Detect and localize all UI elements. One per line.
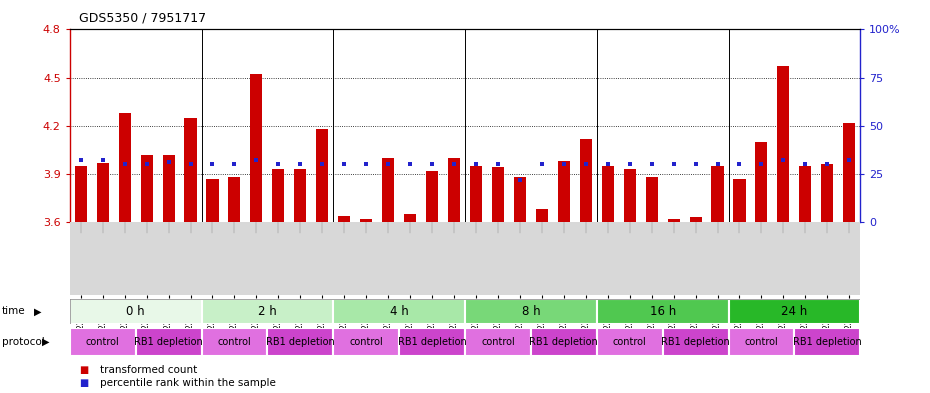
- Text: ■: ■: [79, 378, 88, 388]
- Bar: [382, 158, 394, 222]
- Bar: [624, 169, 636, 222]
- Bar: [184, 118, 196, 222]
- Bar: [136, 328, 202, 356]
- Bar: [70, 328, 136, 356]
- Text: control: control: [218, 337, 251, 347]
- Bar: [597, 328, 662, 356]
- Bar: [558, 161, 570, 222]
- Bar: [821, 164, 833, 222]
- Text: RB1 depletion: RB1 depletion: [134, 337, 203, 347]
- Bar: [514, 177, 526, 222]
- Text: 24 h: 24 h: [781, 305, 807, 318]
- Text: control: control: [86, 337, 120, 347]
- Bar: [536, 209, 548, 222]
- Text: ▶: ▶: [42, 337, 49, 347]
- Bar: [531, 328, 597, 356]
- Bar: [844, 123, 856, 222]
- Bar: [74, 166, 86, 222]
- Bar: [250, 74, 262, 222]
- Text: control: control: [350, 337, 383, 347]
- Bar: [728, 299, 860, 324]
- Bar: [399, 328, 465, 356]
- Text: transformed count: transformed count: [100, 365, 197, 375]
- Bar: [163, 155, 175, 222]
- Bar: [799, 166, 811, 222]
- Bar: [360, 219, 372, 222]
- Bar: [140, 155, 153, 222]
- Bar: [267, 328, 333, 356]
- Bar: [728, 328, 794, 356]
- Text: RB1 depletion: RB1 depletion: [529, 337, 598, 347]
- Bar: [206, 179, 219, 222]
- Bar: [448, 158, 460, 222]
- Text: RB1 depletion: RB1 depletion: [398, 337, 467, 347]
- Bar: [202, 299, 333, 324]
- Bar: [734, 179, 746, 222]
- Text: 2 h: 2 h: [258, 305, 277, 318]
- Bar: [597, 299, 728, 324]
- Text: control: control: [613, 337, 646, 347]
- Bar: [645, 177, 658, 222]
- Bar: [272, 169, 285, 222]
- Text: control: control: [481, 337, 515, 347]
- Bar: [668, 219, 680, 222]
- Bar: [294, 169, 306, 222]
- Bar: [404, 214, 416, 222]
- Text: RB1 depletion: RB1 depletion: [661, 337, 730, 347]
- Text: time: time: [2, 307, 25, 316]
- Text: ■: ■: [79, 365, 88, 375]
- Bar: [755, 142, 767, 222]
- Bar: [119, 113, 131, 222]
- Bar: [333, 299, 465, 324]
- Bar: [316, 129, 328, 222]
- Bar: [579, 139, 591, 222]
- Bar: [97, 163, 109, 222]
- Text: control: control: [745, 337, 778, 347]
- Bar: [662, 328, 728, 356]
- Bar: [602, 166, 614, 222]
- Bar: [711, 166, 724, 222]
- Bar: [689, 217, 701, 222]
- Bar: [470, 166, 482, 222]
- Bar: [426, 171, 438, 222]
- Bar: [70, 299, 202, 324]
- Text: percentile rank within the sample: percentile rank within the sample: [100, 378, 275, 388]
- Bar: [202, 328, 267, 356]
- Text: protocol: protocol: [2, 337, 45, 347]
- Bar: [794, 328, 860, 356]
- Bar: [229, 177, 241, 222]
- Text: ▶: ▶: [34, 307, 42, 316]
- Text: GDS5350 / 7951717: GDS5350 / 7951717: [79, 12, 206, 25]
- Bar: [492, 167, 504, 222]
- Bar: [333, 328, 399, 356]
- Text: 8 h: 8 h: [522, 305, 540, 318]
- Bar: [465, 328, 531, 356]
- Text: 4 h: 4 h: [390, 305, 408, 318]
- Text: 0 h: 0 h: [126, 305, 145, 318]
- Bar: [777, 66, 790, 222]
- Bar: [339, 216, 351, 222]
- Bar: [465, 299, 597, 324]
- Text: RB1 depletion: RB1 depletion: [793, 337, 862, 347]
- Text: RB1 depletion: RB1 depletion: [266, 337, 335, 347]
- Text: 16 h: 16 h: [649, 305, 676, 318]
